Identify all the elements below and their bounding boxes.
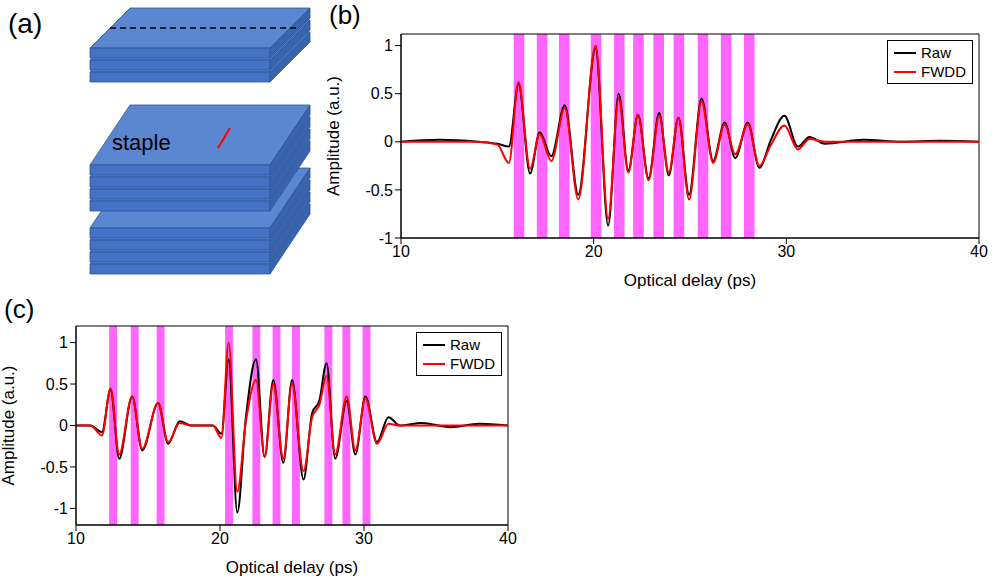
html-text:(c): (c)	[4, 294, 35, 324]
svg-text:Amplitude (a.u.): Amplitude (a.u.)	[325, 76, 343, 196]
svg-text:-1: -1	[379, 230, 393, 247]
svg-text:20: 20	[211, 530, 229, 547]
html-text:FWDD: FWDD	[450, 355, 495, 372]
svg-text:Optical delay (ps): Optical delay (ps)	[624, 271, 756, 290]
html-text:Raw: Raw	[921, 44, 951, 61]
svg-text:1: 1	[59, 334, 68, 351]
html-text:(a): (a)	[8, 8, 43, 39]
svg-text:-0.5: -0.5	[40, 459, 68, 476]
svg-text:0.5: 0.5	[371, 85, 393, 102]
html-text:Raw: Raw	[450, 336, 480, 353]
svg-text:-1: -1	[54, 500, 68, 517]
svg-text:20: 20	[585, 243, 603, 260]
svg-text:40: 40	[499, 530, 517, 547]
svg-text:30: 30	[777, 243, 795, 260]
html-text:(b): (b)	[329, 0, 361, 30]
svg-text:staple: staple	[112, 130, 171, 155]
svg-text:1: 1	[384, 37, 393, 54]
svg-text:30: 30	[355, 530, 373, 547]
svg-text:-0.5: -0.5	[365, 182, 393, 199]
svg-text:0.5: 0.5	[46, 376, 68, 393]
svg-text:40: 40	[970, 243, 988, 260]
svg-text:0: 0	[384, 133, 393, 150]
svg-text:10: 10	[392, 243, 410, 260]
svg-text:Optical delay (ps): Optical delay (ps)	[226, 558, 358, 577]
html-text:FWDD: FWDD	[921, 63, 966, 80]
svg-text:10: 10	[67, 530, 85, 547]
svg-text:0: 0	[59, 417, 68, 434]
svg-text:Amplitude (a.u.): Amplitude (a.u.)	[0, 366, 18, 486]
